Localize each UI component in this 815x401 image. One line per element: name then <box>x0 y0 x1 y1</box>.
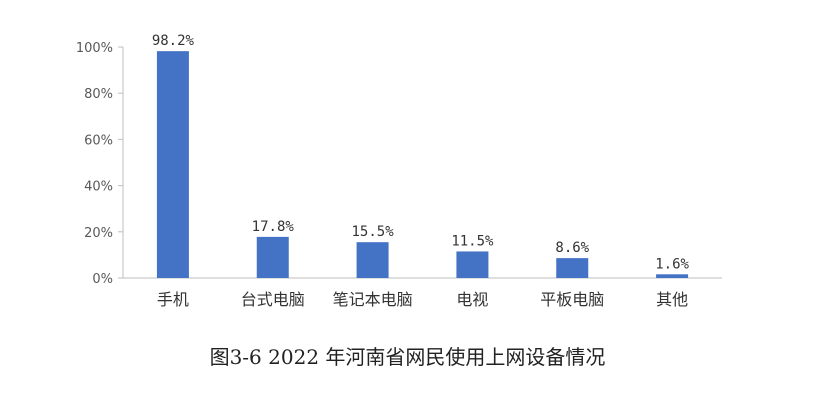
data-labels: 98.2% 17.8% 15.5% 11.5% 8.6% 1.6% <box>152 33 690 272</box>
y-tick-label: 60% <box>84 133 113 148</box>
bar <box>456 251 489 278</box>
y-tick-label: 80% <box>84 87 113 102</box>
bar-data-label: 15.5% <box>352 224 395 240</box>
category-label: 其他 <box>656 290 688 309</box>
category-label: 平板电脑 <box>540 290 604 309</box>
bar <box>156 51 189 278</box>
y-axis-ticks: 0% 20% 40% 60% 80% 100% <box>76 41 123 287</box>
category-label: 手机 <box>157 290 189 309</box>
figure-caption: 图3-6 2022 年河南省网民使用上网设备情况 <box>209 345 606 369</box>
bar <box>256 236 289 278</box>
bars <box>156 51 689 278</box>
bar-data-label: 98.2% <box>152 33 195 49</box>
bar-data-label: 17.8% <box>252 219 295 235</box>
y-tick-label: 40% <box>84 180 113 195</box>
bar-data-label: 11.5% <box>451 233 494 249</box>
bar-data-label: 1.6% <box>655 256 689 272</box>
category-labels: 手机 台式电脑 笔记本电脑 电视 平板电脑 其他 <box>157 290 688 309</box>
category-label: 笔记本电脑 <box>333 290 413 309</box>
y-tick-label: 0% <box>92 272 113 287</box>
bar <box>356 242 389 278</box>
bar <box>556 258 589 278</box>
bar <box>656 274 689 278</box>
y-tick-label: 100% <box>76 41 113 56</box>
y-tick-label: 20% <box>84 226 113 241</box>
category-label: 台式电脑 <box>241 290 305 309</box>
bar-data-label: 8.6% <box>555 240 589 256</box>
category-label: 电视 <box>456 290 488 309</box>
